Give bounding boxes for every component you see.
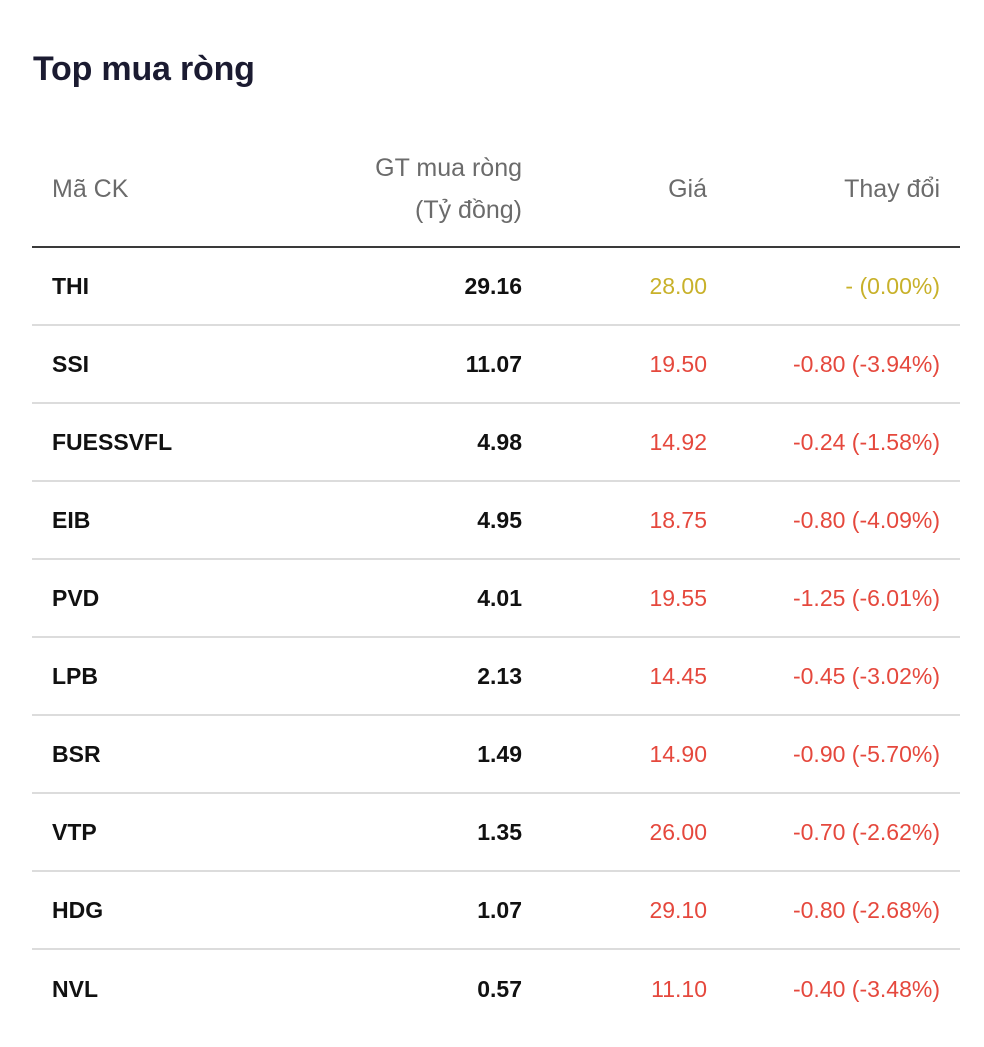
table-row[interactable]: PVD 4.01 19.55 -1.25 (-6.01%) xyxy=(32,560,960,638)
table-row[interactable]: EIB 4.95 18.75 -0.80 (-4.09%) xyxy=(32,482,960,560)
cell-change: -0.45 (-3.02%) xyxy=(792,662,940,689)
cell-net-value: 0.57 xyxy=(477,975,522,1002)
table-row[interactable]: LPB 2.13 14.45 -0.45 (-3.02%) xyxy=(32,638,960,716)
cell-price: 11.10 xyxy=(651,975,707,1002)
cell-net-value: 29.16 xyxy=(464,272,522,299)
net-buy-table: Mã CK GT mua ròng (Tỷ đồng) Giá Thay đổi… xyxy=(32,132,960,1028)
cell-price: 14.92 xyxy=(649,428,707,455)
cell-net-value: 1.35 xyxy=(477,818,522,845)
cell-price: 14.90 xyxy=(649,740,707,767)
cell-change: - (0.00%) xyxy=(845,272,940,299)
cell-price: 26.00 xyxy=(649,818,707,845)
cell-symbol[interactable]: EIB xyxy=(52,506,91,533)
table-row[interactable]: FUESSVFL 4.98 14.92 -0.24 (-1.58%) xyxy=(32,404,960,482)
cell-symbol[interactable]: SSI xyxy=(52,350,90,377)
header-net-value-line2: (Tỷ đồng) xyxy=(415,196,522,224)
cell-price: 28.00 xyxy=(649,272,707,299)
cell-price: 29.10 xyxy=(649,896,707,923)
table-row[interactable]: VTP 1.35 26.00 -0.70 (-2.62%) xyxy=(32,794,960,872)
cell-price: 19.55 xyxy=(649,584,707,611)
cell-change: -0.70 (-2.62%) xyxy=(792,818,940,845)
cell-symbol[interactable]: THI xyxy=(52,272,90,299)
cell-price: 14.45 xyxy=(649,662,707,689)
table-row[interactable]: NVL 0.57 11.10 -0.40 (-3.48%) xyxy=(32,950,960,1028)
cell-symbol[interactable]: NVL xyxy=(52,975,98,1002)
header-price[interactable]: Giá xyxy=(668,175,707,203)
cell-symbol[interactable]: LPB xyxy=(52,662,98,689)
cell-symbol[interactable]: HDG xyxy=(52,896,104,923)
cell-net-value: 4.01 xyxy=(477,584,522,611)
cell-symbol[interactable]: PVD xyxy=(52,584,100,611)
cell-net-value: 4.98 xyxy=(477,428,522,455)
cell-price: 19.50 xyxy=(649,350,707,377)
cell-change: -1.25 (-6.01%) xyxy=(792,584,940,611)
table-row[interactable]: BSR 1.49 14.90 -0.90 (-5.70%) xyxy=(32,716,960,794)
header-net-value[interactable]: GT mua ròng (Tỷ đồng) xyxy=(212,147,522,231)
table-header: Mã CK GT mua ròng (Tỷ đồng) Giá Thay đổi xyxy=(32,132,960,248)
cell-change: -0.40 (-3.48%) xyxy=(792,975,940,1002)
cell-net-value: 4.95 xyxy=(477,506,522,533)
header-net-value-line1: GT mua ròng xyxy=(375,154,522,182)
cell-net-value: 1.49 xyxy=(477,740,522,767)
cell-change: -0.24 (-1.58%) xyxy=(792,428,940,455)
cell-net-value: 2.13 xyxy=(477,662,522,689)
header-change[interactable]: Thay đổi xyxy=(844,175,940,203)
cell-change: -0.90 (-5.70%) xyxy=(792,740,940,767)
table-row[interactable]: SSI 11.07 19.50 -0.80 (-3.94%) xyxy=(32,326,960,404)
cell-symbol[interactable]: FUESSVFL xyxy=(52,428,173,455)
header-symbol[interactable]: Mã CK xyxy=(52,175,129,203)
cell-symbol[interactable]: BSR xyxy=(52,740,101,767)
cell-symbol[interactable]: VTP xyxy=(52,818,97,845)
cell-change: -0.80 (-4.09%) xyxy=(792,506,940,533)
cell-change: -0.80 (-3.94%) xyxy=(792,350,940,377)
widget-title: Top mua ròng xyxy=(33,50,255,88)
cell-price: 18.75 xyxy=(649,506,707,533)
cell-net-value: 11.07 xyxy=(465,350,522,377)
table-row[interactable]: HDG 1.07 29.10 -0.80 (-2.68%) xyxy=(32,872,960,950)
table-row[interactable]: THI 29.16 28.00 - (0.00%) xyxy=(32,248,960,326)
cell-change: -0.80 (-2.68%) xyxy=(792,896,940,923)
cell-net-value: 1.07 xyxy=(477,896,522,923)
table-body: THI 29.16 28.00 - (0.00%) SSI 11.07 19.50 -0.80… xyxy=(32,248,960,1028)
